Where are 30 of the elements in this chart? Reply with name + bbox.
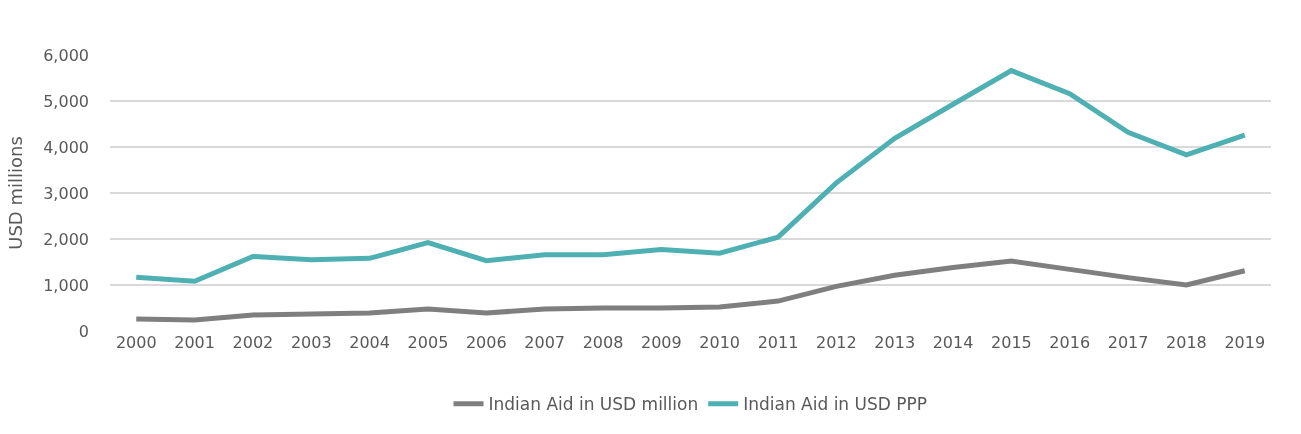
x-tick-label: 2010 xyxy=(699,333,741,352)
y-tick-label: 1,000 xyxy=(43,275,89,295)
x-tick-label: 2011 xyxy=(757,333,799,352)
y-tick-label: 2,000 xyxy=(43,229,89,249)
x-tick-label: 2003 xyxy=(290,333,332,352)
x-tick-label: 2008 xyxy=(582,333,624,352)
x-tick-label: 2017 xyxy=(1107,333,1149,352)
x-tick-label: 2016 xyxy=(1049,333,1091,352)
x-tick-label: 2002 xyxy=(232,333,274,352)
y-tick-label: 5,000 xyxy=(43,91,89,111)
x-tick-label: 2005 xyxy=(407,333,449,352)
x-tick-label: 2018 xyxy=(1166,333,1207,352)
x-tick-label: 2015 xyxy=(991,333,1032,352)
x-tick-label: 2000 xyxy=(115,333,157,352)
x-tick-label: 2012 xyxy=(815,333,857,352)
y-tick-label: 3,000 xyxy=(43,183,89,203)
x-tick-label: 2019 xyxy=(1224,333,1266,352)
x-tick-label: 2009 xyxy=(640,333,682,352)
legend-label: Indian Aid in USD million xyxy=(488,394,699,415)
x-tick-label: 2004 xyxy=(349,333,390,352)
x-tick-label: 2014 xyxy=(932,333,974,352)
x-tick-label: 2006 xyxy=(465,333,507,352)
x-tick-label: 2007 xyxy=(524,333,566,352)
y-axis-title: USD millions xyxy=(5,136,27,250)
y-tick-label: 6,000 xyxy=(43,45,89,65)
y-tick-label: 0 xyxy=(78,321,89,341)
legend-label: Indian Aid in USD PPP xyxy=(743,394,928,415)
x-tick-label: 2013 xyxy=(874,333,916,352)
y-tick-label: 4,000 xyxy=(43,137,89,157)
x-tick-label: 2001 xyxy=(174,333,215,352)
